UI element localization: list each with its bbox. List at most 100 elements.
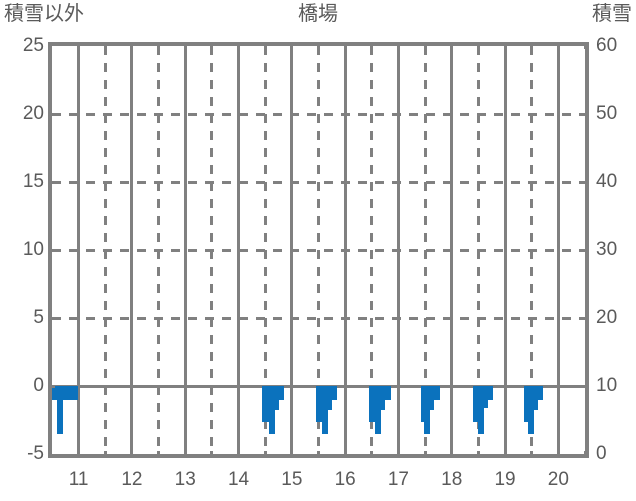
x-axis-tick xyxy=(237,451,241,458)
gridline-horizontal xyxy=(52,180,585,184)
bar xyxy=(368,386,375,423)
left-axis-tick-label: 15 xyxy=(22,171,44,192)
left-axis-tick xyxy=(48,112,55,116)
bar xyxy=(424,386,431,435)
bar xyxy=(384,386,391,401)
gridline-horizontal xyxy=(52,248,585,252)
plot-area xyxy=(48,42,589,458)
x-axis-tick xyxy=(157,451,161,458)
left-axis-tick xyxy=(48,248,55,252)
gridline-horizontal xyxy=(52,316,585,320)
x-axis-tick xyxy=(343,451,347,458)
right-axis-tick-label: 40 xyxy=(596,171,618,192)
left-axis: 25 20 15 10 5 0 -5 xyxy=(0,0,44,501)
x-axis-tick xyxy=(476,451,480,458)
right-axis-tick-label: 10 xyxy=(596,375,618,396)
bar xyxy=(473,386,480,423)
bar xyxy=(63,386,70,401)
right-axis-tick xyxy=(582,180,589,184)
x-axis-top-tick xyxy=(370,42,374,49)
left-axis-tick xyxy=(48,316,55,320)
bar xyxy=(428,386,435,410)
x-axis-tick-label: 19 xyxy=(494,469,516,490)
left-axis-title: 積雪以外 xyxy=(4,3,84,25)
bar xyxy=(326,386,333,410)
right-axis-tick-label: 0 xyxy=(596,443,607,464)
left-axis-tick-label: 0 xyxy=(33,375,44,396)
bar xyxy=(315,386,322,423)
x-axis-top-tick xyxy=(237,42,241,49)
x-axis-tick xyxy=(210,451,214,458)
bar xyxy=(375,386,382,435)
x-axis-top-tick xyxy=(396,42,400,49)
bar xyxy=(537,386,544,401)
plot-inner xyxy=(52,46,585,454)
x-axis-tick-label: 12 xyxy=(121,469,143,490)
x-axis-tick xyxy=(263,451,267,458)
x-axis-tick-label: 16 xyxy=(334,469,356,490)
x-axis-top-tick xyxy=(130,42,134,49)
bar xyxy=(272,386,279,410)
x-axis-top-tick xyxy=(290,42,294,49)
x-axis-top-tick xyxy=(450,42,454,49)
x-axis-top-tick xyxy=(263,42,267,49)
bar xyxy=(262,386,269,423)
x-axis-top-tick xyxy=(556,42,560,49)
x-axis-tick-label: 15 xyxy=(281,469,303,490)
bar xyxy=(278,386,285,401)
right-axis-tick xyxy=(582,316,589,320)
left-axis-tick-label: -5 xyxy=(27,443,44,464)
page-title: 橋場 xyxy=(298,3,338,25)
bar xyxy=(481,386,488,408)
right-axis-title: 積雪 xyxy=(592,3,632,25)
x-axis-tick xyxy=(130,451,134,458)
x-axis: 11 12 13 14 15 16 17 18 19 20 xyxy=(48,466,589,494)
bar xyxy=(67,386,74,401)
left-axis-tick xyxy=(48,384,55,388)
x-axis-tick xyxy=(77,451,81,458)
x-axis-top-tick xyxy=(183,42,187,49)
right-axis-tick xyxy=(582,112,589,116)
x-axis-top-tick xyxy=(77,42,81,49)
bar xyxy=(268,386,275,435)
x-axis-tick-label: 17 xyxy=(387,469,409,490)
x-axis-top-tick xyxy=(423,42,427,49)
bar xyxy=(318,386,325,423)
x-axis-tick xyxy=(103,451,107,458)
x-axis-top-tick xyxy=(583,42,587,49)
x-axis-tick xyxy=(503,451,507,458)
bar xyxy=(524,386,531,423)
right-axis-tick-label: 50 xyxy=(596,103,618,124)
x-axis-tick xyxy=(290,451,294,458)
bar xyxy=(487,386,494,401)
left-axis-tick-label: 10 xyxy=(22,239,44,260)
x-axis-top-tick xyxy=(343,42,347,49)
x-axis-tick-label: 13 xyxy=(174,469,196,490)
x-axis-tick xyxy=(530,451,534,458)
x-axis-tick-label: 11 xyxy=(68,469,89,490)
right-axis-tick xyxy=(582,248,589,252)
bar xyxy=(321,386,328,435)
bar xyxy=(433,386,440,401)
right-axis-tick xyxy=(582,384,589,388)
right-axis-tick-label: 60 xyxy=(596,35,618,56)
left-axis-tick-label: 5 xyxy=(33,307,44,328)
bar xyxy=(379,386,386,410)
bar xyxy=(56,386,63,435)
left-axis-tick-label: 25 xyxy=(22,35,44,56)
bar xyxy=(421,386,428,423)
bar xyxy=(371,386,378,423)
x-axis-top-tick xyxy=(210,42,214,49)
x-axis-tick-label: 20 xyxy=(547,469,569,490)
bar xyxy=(477,386,484,435)
x-axis-top-tick xyxy=(476,42,480,49)
x-axis-tick xyxy=(423,451,427,458)
x-axis-tick xyxy=(370,451,374,458)
x-axis-tick xyxy=(183,451,187,458)
bar xyxy=(331,386,338,401)
gridline-horizontal xyxy=(52,112,585,116)
bar xyxy=(59,386,66,401)
x-axis-tick xyxy=(317,451,320,458)
right-axis-tick-label: 30 xyxy=(596,239,618,260)
